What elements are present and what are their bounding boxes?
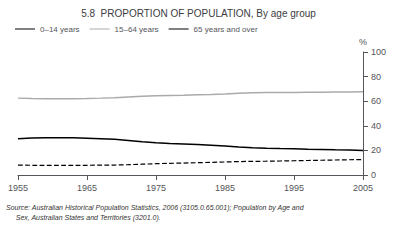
svg-text:1975: 1975 bbox=[146, 183, 166, 193]
svg-text:65 years and over: 65 years and over bbox=[194, 25, 258, 34]
svg-text:60: 60 bbox=[371, 96, 381, 106]
svg-text:1965: 1965 bbox=[77, 183, 97, 193]
svg-text:2005: 2005 bbox=[353, 183, 373, 193]
svg-text:0: 0 bbox=[371, 170, 376, 180]
svg-text:%: % bbox=[359, 37, 367, 47]
svg-text:15–64 years: 15–64 years bbox=[115, 25, 159, 34]
svg-text:100: 100 bbox=[371, 47, 386, 57]
svg-text:1995: 1995 bbox=[284, 183, 304, 193]
svg-text:20: 20 bbox=[371, 145, 381, 155]
svg-text:1955: 1955 bbox=[8, 183, 28, 193]
svg-text:0–14 years: 0–14 years bbox=[40, 25, 80, 34]
svg-text:1985: 1985 bbox=[215, 183, 235, 193]
svg-text:80: 80 bbox=[371, 72, 381, 82]
svg-text:40: 40 bbox=[371, 121, 381, 131]
svg-text:Source: Australian Historical: Source: Australian Historical Population… bbox=[6, 204, 305, 212]
svg-text:Sex, Australian States and Ter: Sex, Australian States and Territories (… bbox=[6, 214, 161, 222]
svg-text:5.8 PROPORTION OF POPULATION,: 5.8 PROPORTION OF POPULATION, By age gro… bbox=[81, 8, 316, 19]
